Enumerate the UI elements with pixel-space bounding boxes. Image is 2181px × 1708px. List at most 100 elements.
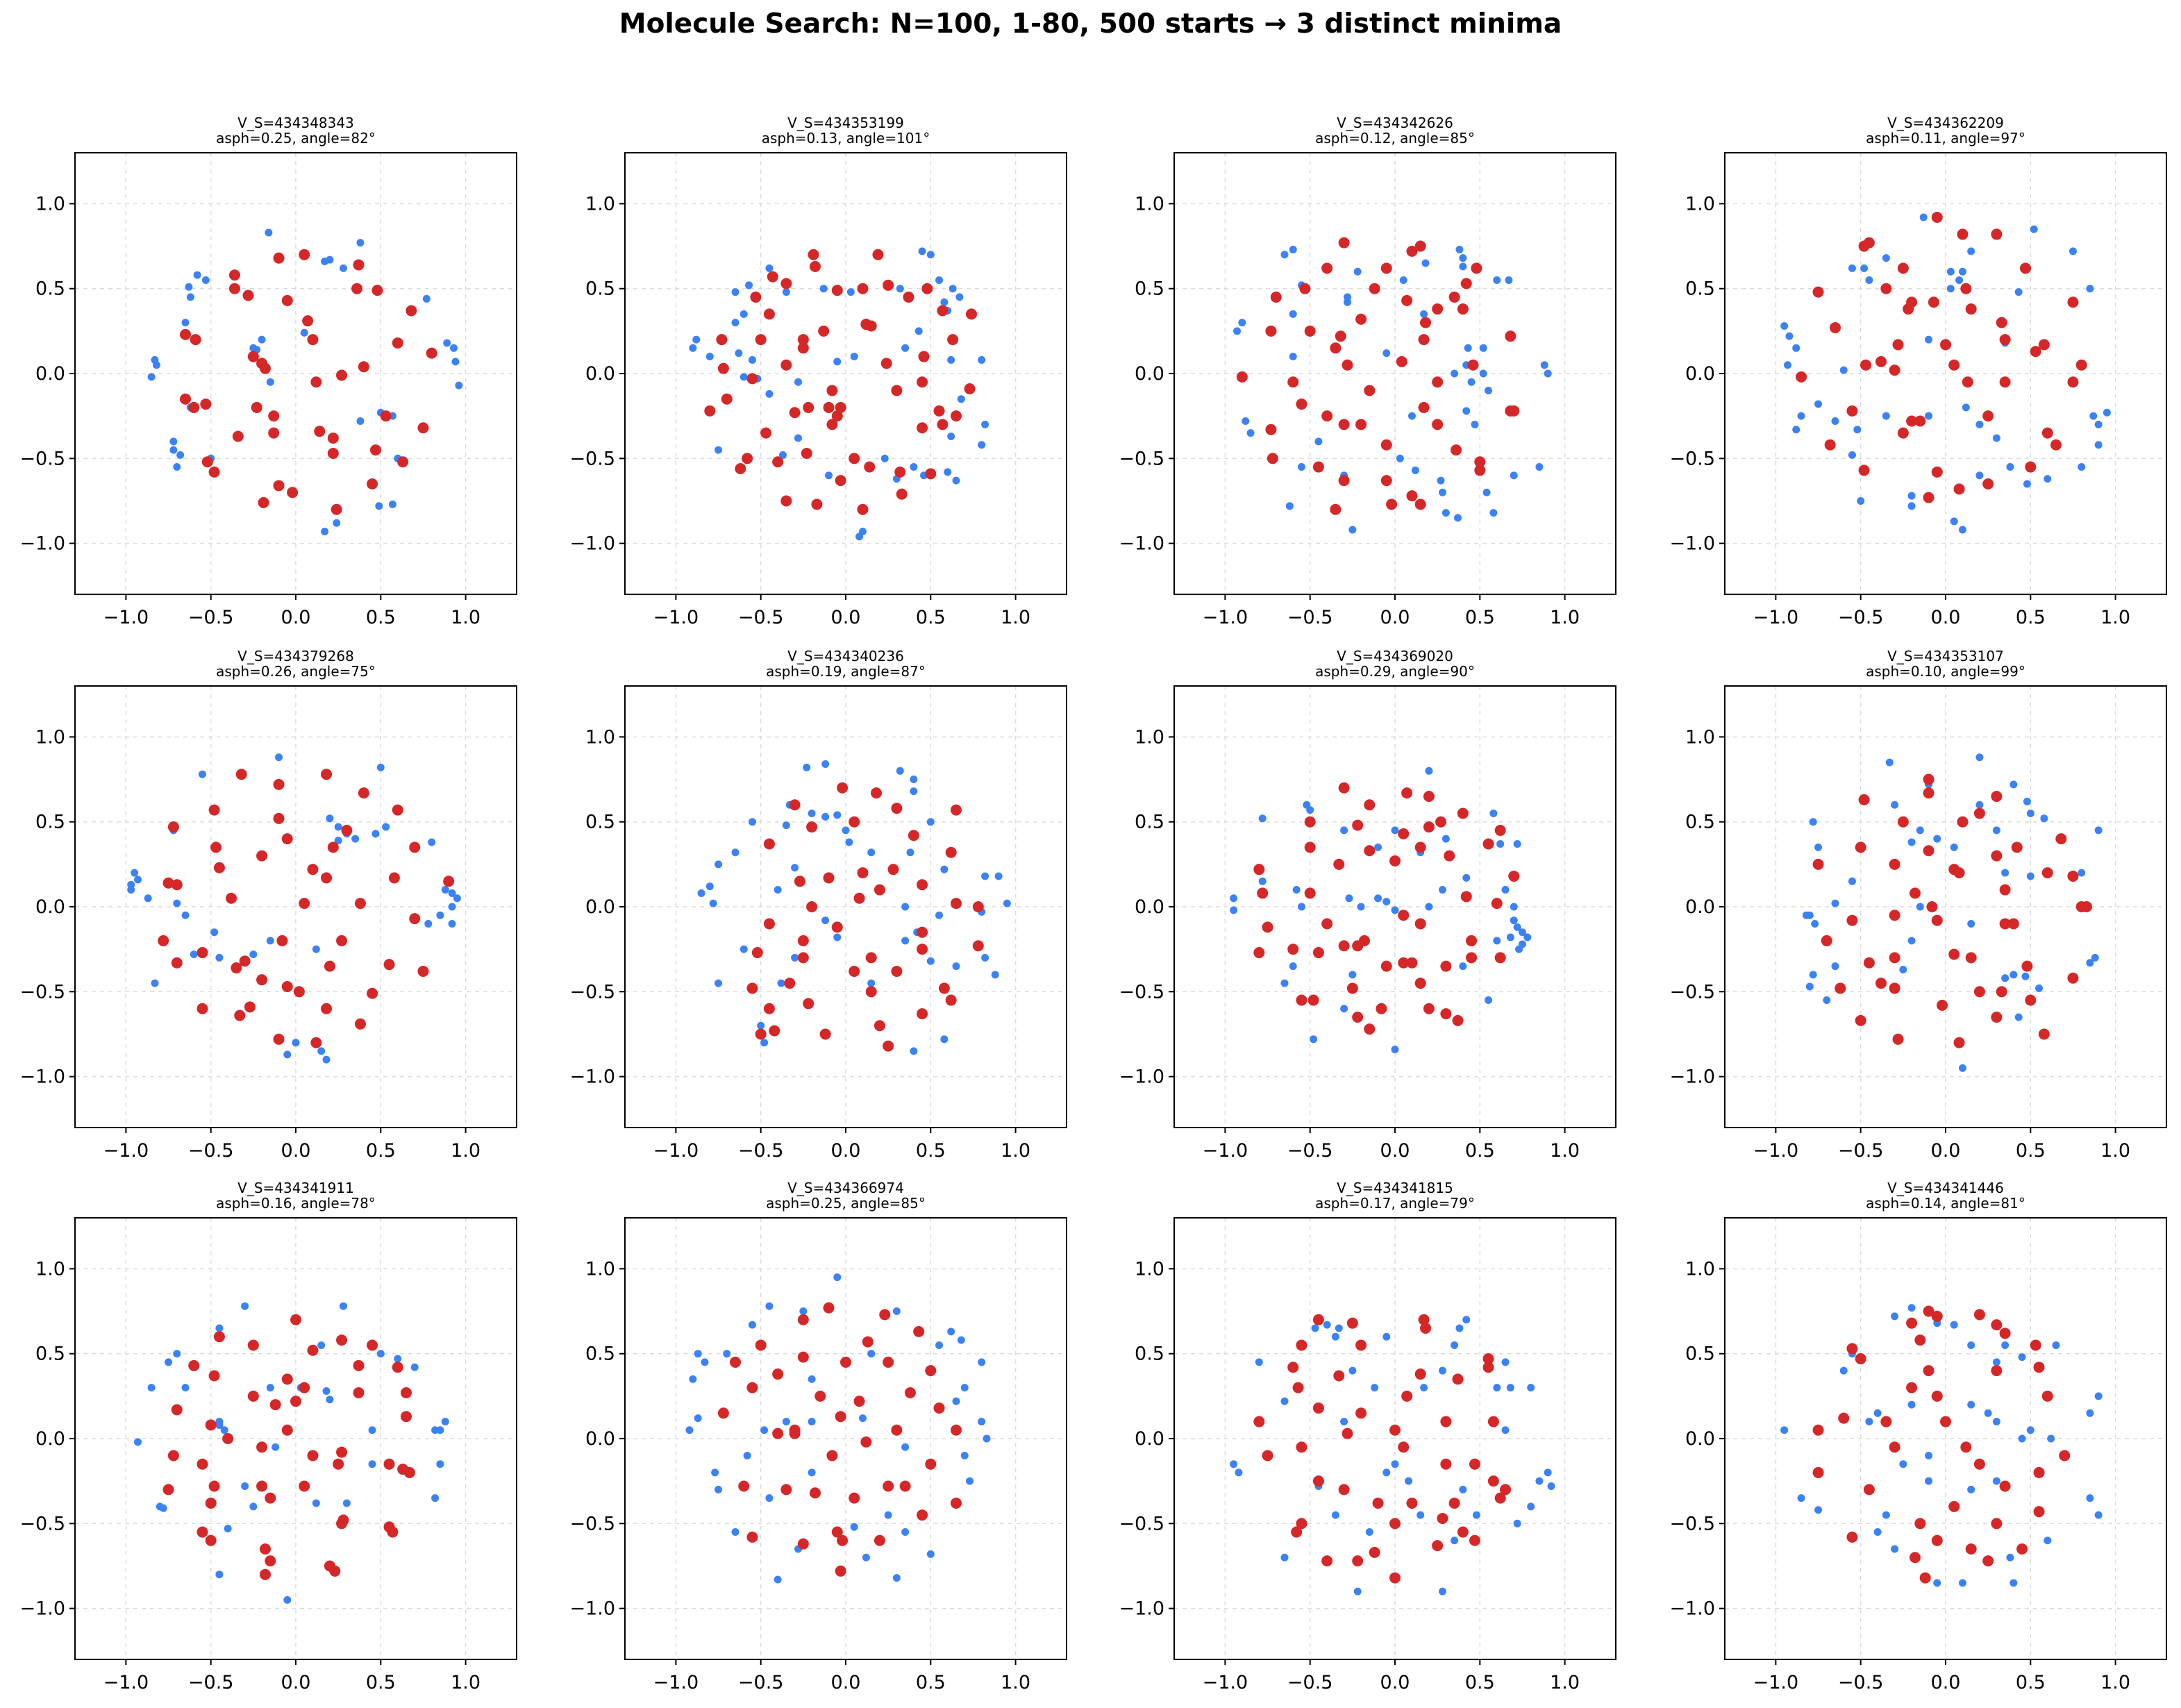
point-blue <box>2009 780 2018 789</box>
point-red <box>197 1526 208 1538</box>
point-blue <box>449 344 458 352</box>
point-red <box>797 952 809 964</box>
point-red <box>1991 1365 2003 1377</box>
point-blue <box>2026 872 2034 880</box>
y-tick-label: 1.0 <box>1135 193 1164 215</box>
point-red <box>208 804 220 816</box>
point-blue <box>1865 1418 1873 1426</box>
point-red <box>2011 842 2023 853</box>
point-blue <box>2014 288 2023 296</box>
point-red <box>327 432 339 444</box>
point-red <box>1999 918 2011 930</box>
point-red <box>1452 1373 1464 1385</box>
y-tick-label: −1.0 <box>19 1598 65 1620</box>
point-blue <box>2023 797 2031 805</box>
y-tick-label: −0.5 <box>19 1513 65 1534</box>
point-red <box>242 290 254 301</box>
point-blue <box>436 1460 444 1468</box>
point-red <box>443 876 455 887</box>
point-blue <box>1962 403 1970 412</box>
point-blue <box>312 945 320 953</box>
point-blue <box>1780 1426 1789 1434</box>
point-red <box>1931 1534 1943 1546</box>
point-red <box>1335 330 1346 342</box>
point-red <box>853 1396 865 1407</box>
point-red <box>1333 858 1345 870</box>
point-blue <box>1467 378 1476 386</box>
point-blue <box>2089 412 2098 420</box>
point-red <box>397 456 409 468</box>
point-blue <box>1437 476 1445 485</box>
point-blue <box>1442 835 1450 843</box>
point-blue <box>697 889 705 897</box>
point-red <box>2067 870 2079 882</box>
point-blue <box>867 979 876 987</box>
point-red <box>755 1339 767 1351</box>
point-blue <box>147 373 156 381</box>
point-blue <box>926 251 935 259</box>
y-tick-label: −0.5 <box>19 981 65 1003</box>
point-blue <box>944 468 952 476</box>
y-tick-label: 0.5 <box>35 812 65 833</box>
point-red <box>1494 1492 1506 1504</box>
x-tick-label: 0.5 <box>1465 607 1495 628</box>
point-blue <box>2044 1537 2052 1545</box>
point-red <box>826 1450 838 1462</box>
point-red <box>1931 1310 1943 1322</box>
point-blue <box>326 814 334 823</box>
point-blue <box>190 950 198 958</box>
point-red <box>1457 303 1469 315</box>
x-tick-label: 0.5 <box>366 1140 396 1162</box>
point-red <box>1892 339 1904 351</box>
y-tick-label: 0.0 <box>585 1428 615 1450</box>
point-blue <box>1527 1502 1535 1511</box>
panel-title-line2: asph=0.10, angle=99° <box>1866 663 2025 680</box>
point-blue <box>896 767 904 775</box>
point-blue <box>1382 1332 1391 1341</box>
point-red <box>837 1534 849 1546</box>
point-blue <box>1438 488 1446 496</box>
point-blue <box>1784 361 1792 369</box>
point-blue <box>186 293 194 301</box>
point-red <box>1923 845 1935 857</box>
point-blue <box>1506 933 1514 941</box>
point-red <box>307 334 319 346</box>
point-red <box>1346 982 1358 994</box>
point-red <box>1355 1407 1367 1419</box>
point-blue <box>1451 1341 1459 1349</box>
point-blue <box>1235 1468 1243 1477</box>
point-blue <box>803 763 811 771</box>
point-red <box>188 401 200 413</box>
point-red <box>806 821 818 833</box>
point-red <box>321 769 333 780</box>
point-blue <box>1805 982 1814 991</box>
point-blue <box>1882 412 1890 420</box>
point-red <box>190 334 201 346</box>
point-blue <box>955 293 964 301</box>
point-blue <box>173 899 181 907</box>
point-blue <box>1348 971 1357 979</box>
point-red <box>2007 918 2019 930</box>
scatter-panel-11: −1.0 −0.5 0.0 0.5 1.0 1.0 0.5 0.0 −0.5 −1.0 V_S=43… <box>1119 1180 1616 1693</box>
point-blue <box>333 519 341 527</box>
point-red <box>1889 858 1900 870</box>
point-red <box>1423 1003 1435 1014</box>
point-red <box>1304 816 1316 828</box>
point-red <box>171 957 183 969</box>
point-blue <box>1340 1418 1348 1426</box>
point-red <box>862 1336 874 1348</box>
x-tick-label: −1.0 <box>103 607 149 628</box>
point-blue <box>368 1426 376 1434</box>
point-blue <box>176 451 185 459</box>
point-red <box>265 1492 276 1504</box>
point-red <box>1482 838 1494 850</box>
point-red <box>358 361 369 373</box>
point-red <box>1863 1484 1875 1496</box>
point-blue <box>1323 1321 1331 1329</box>
point-blue <box>2009 1579 2018 1587</box>
point-red <box>2075 359 2087 371</box>
point-blue <box>757 1021 765 1030</box>
point-red <box>1414 499 1426 510</box>
point-red <box>1401 294 1413 306</box>
point-red <box>1321 918 1333 930</box>
